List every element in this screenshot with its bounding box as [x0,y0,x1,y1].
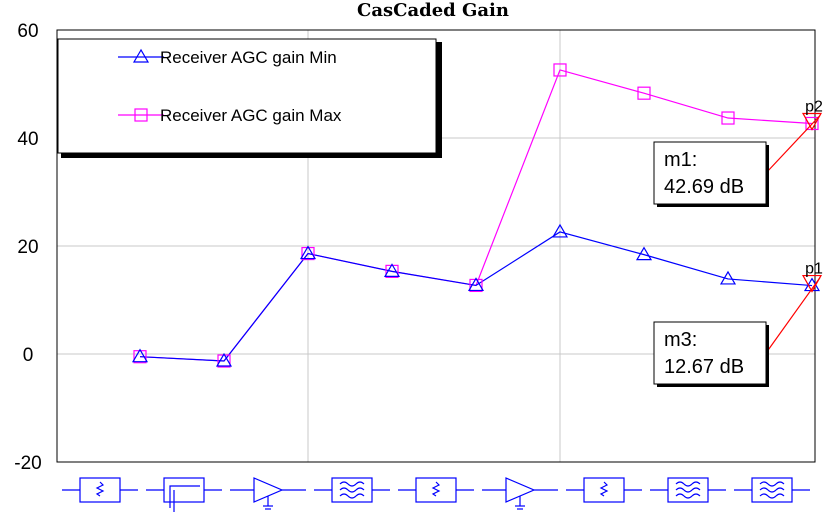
filter-body [163,477,205,503]
legend-marker-triangle [132,48,150,63]
marker-leader-line [765,115,821,174]
bandpass-filter-body [751,477,793,503]
marker-point-label: p1 [805,261,823,278]
marker-value: 12.67 dB [664,356,744,378]
data-point-square [637,86,651,100]
data-point-square [721,111,735,125]
y-axis-ticks: 60 40 20 0 -20 [14,21,41,474]
legend-label: Receiver AGC gain Min [160,48,337,67]
attenuator-body [79,477,121,503]
data-point-triangle [131,348,149,363]
y-tick-label: 20 [17,237,38,258]
data-point-triangle [383,263,401,277]
marker-triangle [801,274,823,293]
bandpass-filter-icon [675,487,701,493]
bandpass-filter-icon [339,481,365,487]
legend-marker-square [134,108,148,122]
data-point-triangle [719,270,737,285]
marker-triangle [801,112,823,131]
y-tick-label: 60 [17,21,38,42]
bandpass-filter-icon [675,493,701,499]
bandpass-filter-icon [759,481,785,487]
data-point-triangle [551,223,569,238]
plot-area [56,29,816,463]
attenuator-icon [95,481,105,497]
bandpass-filter-icon [759,493,785,499]
marker-name: m3: [664,329,697,351]
y-tick-label: 40 [17,129,38,150]
legend-box [57,38,437,154]
bandpass-filter-icon [339,493,365,499]
marker-point-label: p2 [805,98,823,115]
legend-label: Receiver AGC gain Max [160,106,342,125]
bandpass-filter-icon [339,487,365,493]
attenuator-icon [599,481,609,497]
legend: Receiver AGC gain Min Receiver AGC gain M… [57,38,442,158]
data-point-triangle [467,277,485,292]
marker-box [653,321,767,385]
bandpass-filter-icon [675,481,701,487]
bandpass-filter-body [667,477,709,503]
y-tick-label: 0 [23,345,34,366]
data-point-square [553,63,567,77]
component-icons [62,477,810,512]
y-tick-label: -20 [14,453,41,474]
attenuator-icon [431,481,441,497]
chart-title: CasCaded Gain [357,0,509,21]
attenuator-body [583,477,625,503]
bandpass-filter-body [331,477,373,503]
marker-leader-line [765,277,821,354]
attenuator-body [415,477,457,503]
marker-value: 42.69 dB [664,176,744,198]
marker-name: m1: [664,149,697,171]
data-point-triangle [635,246,653,261]
data-point-triangle [299,245,317,260]
marker-box [653,141,767,205]
series-line [139,231,813,362]
bandpass-filter-icon [759,487,785,493]
data-point-triangle [215,352,233,367]
filter-icon [169,485,200,508]
marker-annotations: p2 m1: 42.69 dB p1 m3: 12.67 dB [653,98,823,387]
series-group [131,63,821,368]
